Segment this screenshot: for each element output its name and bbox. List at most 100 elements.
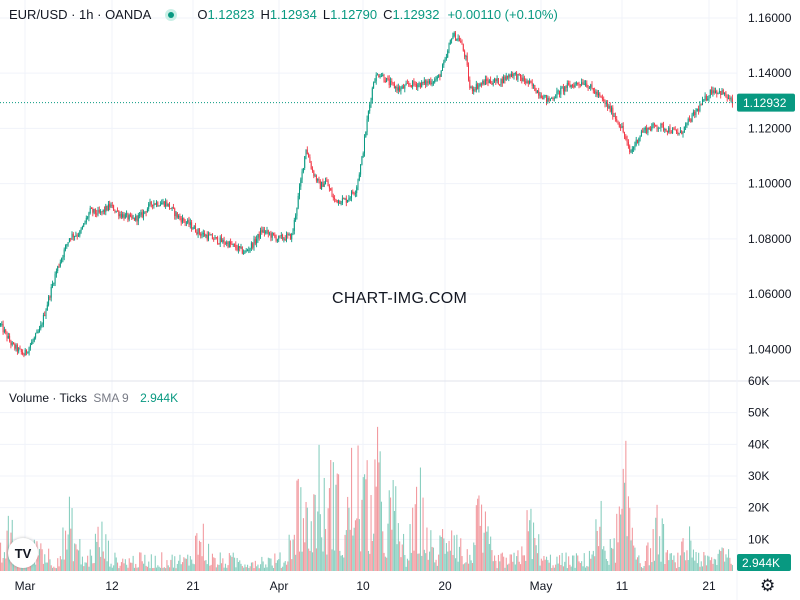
candle-body xyxy=(84,222,86,224)
volume-bar xyxy=(715,559,717,571)
candle-body xyxy=(184,220,186,223)
volume-bar xyxy=(279,552,281,571)
volume-bar xyxy=(461,556,463,571)
candle-body xyxy=(258,233,260,238)
candle-body xyxy=(161,203,163,205)
candle-body xyxy=(410,85,412,87)
volume-bar xyxy=(353,527,355,571)
candle-body xyxy=(572,85,573,86)
candle-body xyxy=(26,349,27,353)
candle-body xyxy=(226,242,228,245)
candle-body xyxy=(578,84,580,85)
candle-body xyxy=(461,41,463,45)
volume-bar xyxy=(678,566,680,571)
volume-header[interactable]: Volume · Ticks SMA 9 2.944K xyxy=(9,391,178,405)
volume-bar xyxy=(603,546,605,571)
candle-body xyxy=(591,84,593,88)
volume-tick-label: 50K xyxy=(748,406,769,420)
volume-bar xyxy=(289,540,291,571)
volume-bar xyxy=(22,567,24,571)
candle-body xyxy=(609,105,611,112)
volume-bar xyxy=(306,507,308,571)
volume-bar xyxy=(369,553,371,571)
volume-bar xyxy=(626,536,628,571)
watermark: CHART-IMG.COM xyxy=(332,290,468,307)
candle-body xyxy=(457,38,459,39)
candle-body xyxy=(57,266,59,272)
volume-bar xyxy=(670,553,672,571)
volume-bar xyxy=(104,558,106,571)
volume-bar xyxy=(578,561,580,571)
volume-bar xyxy=(92,563,94,571)
volume-bar xyxy=(230,555,232,571)
volume-bar xyxy=(427,559,429,571)
volume-bar xyxy=(725,554,727,571)
candle-body xyxy=(295,215,297,221)
candle-body xyxy=(367,111,369,120)
volume-bar xyxy=(731,565,733,571)
volume-bar xyxy=(479,525,481,571)
settings-gear-icon[interactable]: ⚙ xyxy=(760,576,776,595)
volume-bar xyxy=(180,564,182,571)
candle-body xyxy=(397,87,399,91)
volume-bar xyxy=(600,500,602,571)
candle-body xyxy=(348,198,350,201)
volume-bar xyxy=(273,567,275,571)
candle-body xyxy=(109,204,111,208)
volume-bar xyxy=(328,488,330,571)
volume-bar xyxy=(202,523,204,571)
volume-bar xyxy=(133,567,135,571)
volume-bar xyxy=(690,540,692,571)
volume-bar xyxy=(89,549,91,571)
volume-bar xyxy=(620,514,622,571)
candle-body xyxy=(357,179,359,188)
volume-bar xyxy=(211,553,213,571)
volume-bar xyxy=(534,537,536,571)
candle-body xyxy=(724,92,726,95)
candle-body xyxy=(163,201,165,207)
volume-bar xyxy=(326,554,328,571)
candle-body xyxy=(564,86,566,92)
volume-bar xyxy=(297,478,299,571)
volume-bar xyxy=(422,497,424,571)
volume-bar xyxy=(364,474,366,571)
symbol-title[interactable]: EUR/USD · 1h · OANDA xyxy=(9,7,152,22)
volume-bar xyxy=(679,555,681,571)
candle-body xyxy=(335,199,337,201)
candle-body xyxy=(250,243,252,249)
candle-body xyxy=(301,171,303,180)
candle-body xyxy=(79,231,81,236)
grid-lines xyxy=(0,0,737,571)
candle-body xyxy=(54,274,56,284)
volume-bar xyxy=(687,560,689,571)
candle-body xyxy=(518,74,520,75)
candle-body xyxy=(690,119,692,122)
candle-body xyxy=(500,78,502,85)
tradingview-logo-icon[interactable]: TV xyxy=(8,538,38,568)
candle-body xyxy=(66,244,68,246)
volume-bar xyxy=(633,545,635,571)
volume-bar xyxy=(434,562,436,571)
volume-bar xyxy=(490,536,492,571)
volume-bar xyxy=(691,557,693,571)
volume-bar xyxy=(189,556,191,571)
volume-bar xyxy=(75,544,77,571)
candle-body xyxy=(297,195,299,208)
volume-bar xyxy=(374,459,376,571)
volume-bar xyxy=(305,501,307,571)
volume-bar xyxy=(635,559,637,571)
volume-bar xyxy=(81,556,83,571)
volume-bar xyxy=(299,551,301,571)
volume-bar xyxy=(495,560,497,571)
volume-bar xyxy=(236,557,238,571)
volume-bar xyxy=(728,549,730,571)
candle-body xyxy=(575,82,577,84)
volume-bar xyxy=(704,555,706,571)
candle-body xyxy=(638,138,640,143)
volume-bar xyxy=(410,552,412,571)
candle-body xyxy=(408,83,410,85)
volume-bar xyxy=(354,520,356,571)
volume-bar xyxy=(85,562,87,571)
volume-bar xyxy=(527,531,529,571)
